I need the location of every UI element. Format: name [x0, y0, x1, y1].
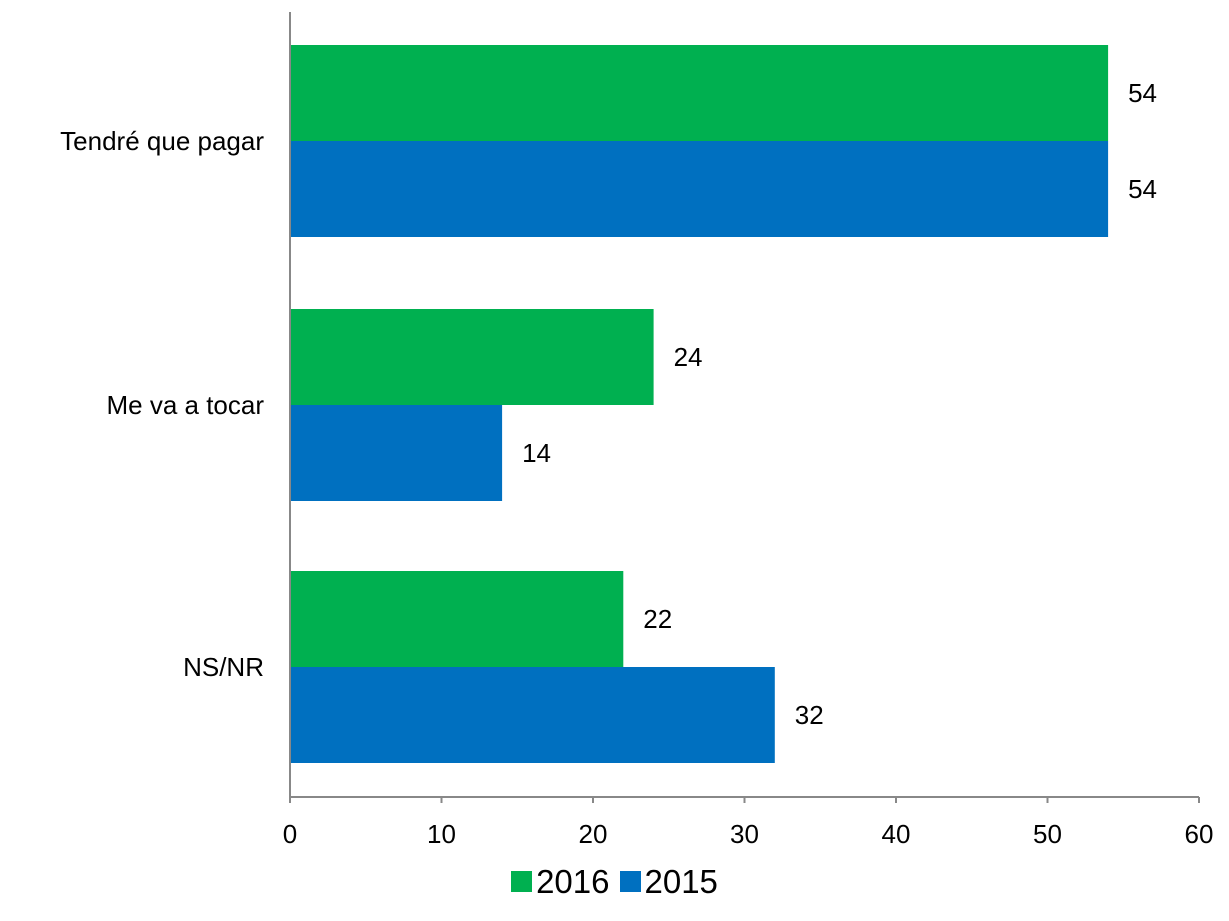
- bar-me-va-a-tocar-2015: [290, 405, 503, 501]
- legend-swatch-2016: [511, 870, 533, 892]
- x-tick-label-40: 40: [882, 819, 911, 849]
- bar-tendr-que-pagar-2016: [290, 45, 1109, 141]
- bar-ns-nr-2015: [290, 667, 775, 763]
- x-tick-label-20: 20: [579, 819, 608, 849]
- data-label-me-va-a-tocar-2015: 14: [522, 438, 551, 468]
- legend-label-2015: 2015: [644, 862, 718, 900]
- data-label-me-va-a-tocar-2016: 24: [674, 342, 703, 372]
- data-label-tendr-que-pagar-2016: 54: [1128, 78, 1157, 108]
- legend: 2016 2015: [0, 856, 1229, 906]
- category-labels: Tendré que pagar Me va a tocar NS/NR: [60, 126, 264, 682]
- data-label-ns-nr-2015: 32: [795, 700, 824, 730]
- x-tick-label-60: 60: [1185, 819, 1214, 849]
- x-tick-label-0: 0: [283, 819, 297, 849]
- data-label-ns-nr-2016: 22: [643, 604, 672, 634]
- legend-label-2016: 2016: [536, 862, 610, 900]
- x-axis-ticks: 0 10 20 30 40 50 60: [283, 797, 1214, 849]
- x-tick-label-10: 10: [427, 819, 456, 849]
- bar-me-va-a-tocar-2016: [290, 309, 654, 405]
- legend-swatch-2015: [619, 870, 641, 892]
- bar-ns-nr-2016: [290, 571, 624, 667]
- data-labels-group: 54 54 24 14 22 32: [522, 78, 1157, 730]
- category-label-tendr-que-pagar: Tendré que pagar: [60, 126, 264, 156]
- x-tick-label-30: 30: [730, 819, 759, 849]
- bar-tendr-que-pagar-2015: [290, 141, 1109, 237]
- x-tick-label-50: 50: [1033, 819, 1062, 849]
- category-label-ns-nr: NS/NR: [183, 652, 264, 682]
- bars-group: [290, 45, 1109, 763]
- legend-item-2015: 2015: [619, 862, 718, 900]
- legend-item-2016: 2016: [511, 862, 610, 900]
- data-label-tendr-que-pagar-2015: 54: [1128, 174, 1157, 204]
- category-label-me-va-a-tocar: Me va a tocar: [106, 390, 264, 420]
